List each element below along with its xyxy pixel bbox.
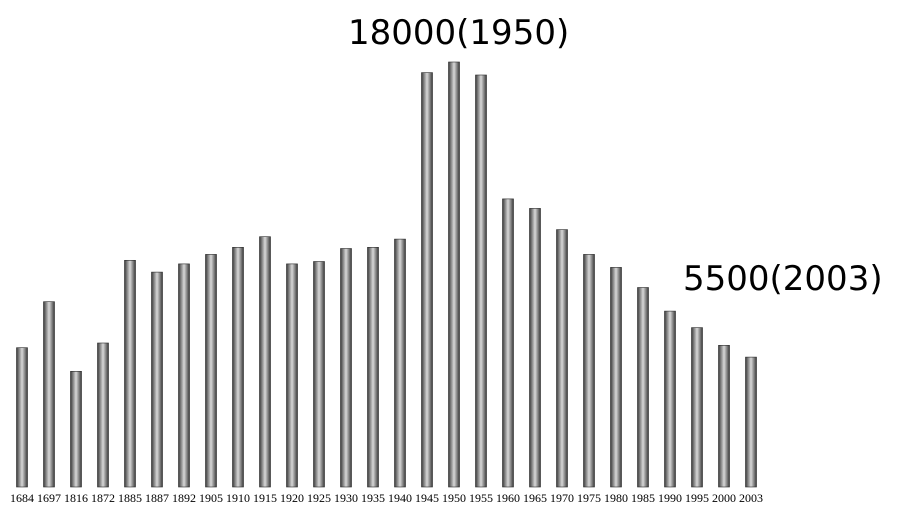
bar-2000 — [718, 344, 730, 488]
x-tick-1990: 1990 — [658, 493, 682, 505]
bar-1910 — [232, 247, 244, 488]
x-tick-1945: 1945 — [415, 493, 439, 505]
bar-1920 — [286, 263, 298, 488]
bar-1930 — [340, 248, 352, 488]
bar-1940 — [394, 238, 406, 488]
bar-1684 — [16, 347, 28, 488]
bar-1935 — [367, 247, 379, 488]
x-tick-1915: 1915 — [253, 493, 277, 505]
bar-1905 — [205, 254, 217, 488]
x-tick-labels: 1684 1697 1816 1872 1885 1887 1892 1905 1910 1915… — [10, 493, 763, 505]
x-tick-1980: 1980 — [604, 493, 628, 505]
x-tick-1920: 1920 — [280, 493, 304, 505]
x-tick-1697: 1697 — [37, 493, 61, 505]
x-tick-1910: 1910 — [226, 493, 250, 505]
bar-1887 — [151, 271, 163, 488]
x-tick-1892: 1892 — [172, 493, 196, 505]
bar-1950 — [448, 61, 460, 488]
x-tick-1925: 1925 — [307, 493, 331, 505]
x-tick-1960: 1960 — [496, 493, 520, 505]
bar-1892 — [178, 263, 190, 488]
bar-1925 — [313, 261, 325, 488]
x-tick-1975: 1975 — [577, 493, 601, 505]
bar-2003 — [745, 356, 757, 488]
bar-1697 — [43, 301, 55, 488]
bar-1985 — [637, 287, 649, 488]
x-tick-1905: 1905 — [199, 493, 223, 505]
bar-1995 — [691, 327, 703, 488]
annotation-last-label: 5500(2003) — [683, 259, 883, 299]
bar-1980 — [610, 267, 622, 488]
x-tick-1816: 1816 — [64, 493, 88, 505]
bar-1915 — [259, 236, 271, 488]
annotation-peak-label: 18000(1950) — [348, 13, 569, 53]
x-tick-1930: 1930 — [334, 493, 358, 505]
bar-1970 — [556, 229, 568, 488]
x-tick-1887: 1887 — [145, 493, 169, 505]
x-tick-1970: 1970 — [550, 493, 574, 505]
bar-1945 — [421, 72, 433, 488]
x-tick-1995: 1995 — [685, 493, 709, 505]
bar-1975 — [583, 254, 595, 488]
x-tick-1872: 1872 — [91, 493, 115, 505]
x-tick-1955: 1955 — [469, 493, 493, 505]
x-tick-1940: 1940 — [388, 493, 412, 505]
x-tick-1965: 1965 — [523, 493, 547, 505]
x-tick-1985: 1985 — [631, 493, 655, 505]
x-tick-1885: 1885 — [118, 493, 142, 505]
x-tick-1950: 1950 — [442, 493, 466, 505]
bar-1955 — [475, 74, 487, 488]
bars-group — [16, 61, 757, 488]
x-tick-2003: 2003 — [739, 493, 763, 505]
x-tick-2000: 2000 — [712, 493, 736, 505]
bar-1965 — [529, 208, 541, 488]
x-tick-1684: 1684 — [10, 493, 34, 505]
bar-1816 — [70, 370, 82, 488]
bar-1872 — [97, 342, 109, 488]
bar-1960 — [502, 198, 514, 488]
x-tick-1935: 1935 — [361, 493, 385, 505]
bar-1990 — [664, 310, 676, 488]
bar-1885 — [124, 259, 136, 488]
